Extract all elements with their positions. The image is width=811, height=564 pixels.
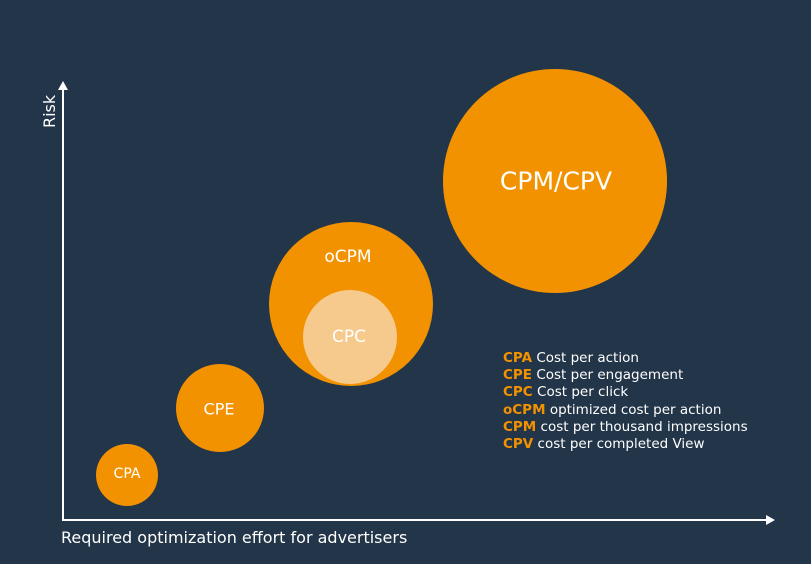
bubble-cpa	[96, 444, 158, 506]
legend: CPA Cost per action CPE Cost per engagem…	[503, 350, 748, 453]
legend-item: oCPM optimized cost per action	[503, 401, 722, 418]
x-axis-arrow	[766, 515, 775, 525]
bubble-label-cpa: CPA	[113, 466, 141, 482]
legend-item: CPV cost per completed View	[503, 436, 705, 453]
x-axis-label: Required optimization effort for adverti…	[61, 528, 408, 547]
bubble-cpe	[176, 364, 264, 452]
legend-item: CPA Cost per action	[503, 350, 639, 366]
bubble-label-ocpm: oCPM	[324, 247, 372, 267]
bubble-cpc	[303, 290, 397, 384]
bubble-label-cpm-cpv: CPM/CPV	[499, 166, 613, 196]
bubble-label-cpe: CPE	[203, 399, 235, 419]
legend-item: CPM cost per thousand impressions	[503, 418, 748, 435]
legend-item: CPC Cost per click	[503, 384, 629, 401]
y-axis-label: Risk	[40, 94, 59, 128]
bubble-cpm-cpv	[443, 69, 667, 293]
bubble-label-cpc: CPC	[332, 327, 366, 347]
legend-item: CPE Cost per engagement	[503, 367, 684, 384]
y-axis-arrow	[58, 81, 68, 90]
